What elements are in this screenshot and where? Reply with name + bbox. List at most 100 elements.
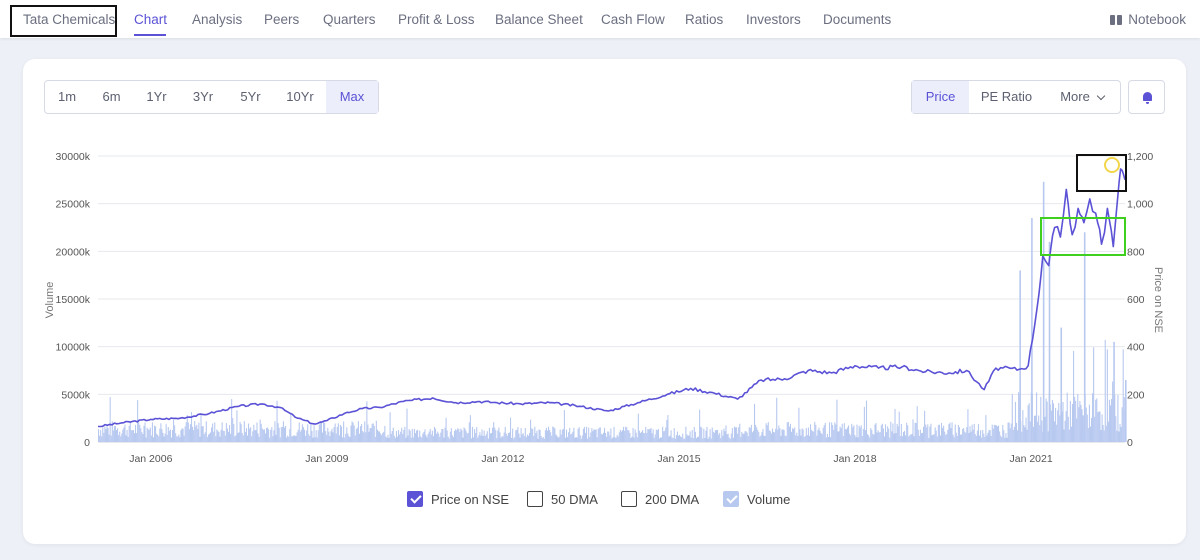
volume-bar: [1115, 416, 1117, 442]
legend-volume[interactable]: Volume: [723, 490, 790, 508]
tab-investors[interactable]: Investors: [746, 12, 801, 27]
volume-bar: [189, 424, 192, 442]
more-dropdown-button[interactable]: More: [1044, 81, 1120, 113]
volume-bar: [905, 435, 907, 442]
range-1m-button[interactable]: 1m: [57, 89, 77, 104]
volume-bar: [950, 428, 952, 442]
legend-200dma[interactable]: 200 DMA: [621, 490, 699, 508]
notebook-label: Notebook: [1128, 12, 1186, 27]
volume-bar: [734, 427, 737, 442]
volume-bar: [1050, 410, 1052, 442]
volume-bar: [1022, 410, 1024, 442]
volume-bar: [1058, 402, 1060, 442]
tab-quarters[interactable]: Quarters: [323, 12, 376, 27]
volume-bar: [610, 428, 612, 442]
volume-bar: [117, 428, 119, 442]
tab-peers[interactable]: Peers: [264, 12, 300, 27]
volume-bar: [386, 437, 388, 442]
range-1yr-button[interactable]: 1Yr: [146, 89, 167, 104]
tab-balance-sheet[interactable]: Balance Sheet: [495, 12, 583, 27]
legend-200dma-label: 200 DMA: [645, 491, 700, 507]
volume-bar: [1067, 416, 1069, 442]
volume-bar: [936, 436, 938, 442]
volume-bar: [388, 437, 390, 442]
volume-bar: [327, 427, 329, 442]
volume-bar: [648, 429, 650, 442]
notebook-link[interactable]: Notebook: [1110, 12, 1186, 27]
volume-bar: [863, 406, 865, 442]
volume-bar: [224, 435, 226, 442]
volume-bar: [867, 434, 869, 442]
range-6m-button[interactable]: 6m: [102, 89, 121, 104]
volume-bar: [509, 417, 512, 442]
range-10yr-button[interactable]: 10Yr: [286, 89, 314, 104]
volume-bar: [1031, 217, 1033, 442]
volume-bar: [686, 434, 688, 442]
volume-bar: [987, 432, 989, 442]
volume-bar: [433, 426, 436, 442]
volume-bar: [136, 433, 138, 442]
volume-bar: [578, 427, 580, 442]
legend-50dma[interactable]: 50 DMA: [527, 490, 598, 508]
volume-bar: [1052, 403, 1055, 442]
volume-bar: [702, 438, 704, 442]
volume-bar: [418, 437, 420, 442]
tab-profit-loss[interactable]: Profit & Loss: [398, 12, 475, 27]
range-max-button[interactable]: Max: [326, 81, 378, 113]
legend-price[interactable]: Price on NSE: [407, 490, 509, 508]
volume-bar: [954, 424, 956, 442]
bell-icon: [1143, 92, 1152, 104]
volume-bar: [1109, 405, 1112, 442]
tab-cash-flow[interactable]: Cash Flow: [601, 12, 665, 27]
volume-bar: [806, 435, 808, 442]
volume-bar: [949, 422, 951, 442]
volume-bar: [919, 429, 921, 442]
volume-bar: [196, 424, 198, 442]
volume-bar: [347, 433, 349, 442]
volume-bar: [916, 406, 918, 442]
volume-bar: [361, 424, 363, 442]
volume-bar: [825, 437, 827, 442]
alert-button[interactable]: [1128, 80, 1165, 114]
volume-bar: [978, 435, 981, 442]
volume-bar: [177, 436, 179, 442]
volume-bar: [563, 410, 565, 442]
volume-bar: [956, 435, 958, 442]
volume-bar: [1033, 415, 1036, 442]
volume-bar: [980, 430, 982, 442]
range-5yr-button[interactable]: 5Yr: [240, 89, 261, 104]
volume-bar: [1118, 431, 1120, 442]
price-mode-button[interactable]: Price: [912, 81, 969, 113]
y-left-tick-label: 5000k: [61, 389, 90, 401]
tab-documents[interactable]: Documents: [823, 12, 892, 27]
volume-bar: [292, 436, 294, 442]
volume-bar: [305, 435, 307, 442]
dma50-checkbox[interactable]: [527, 491, 543, 507]
tab-chart[interactable]: Chart: [134, 12, 168, 27]
volume-bar: [845, 429, 847, 442]
company-name-link[interactable]: Tata Chemicals: [23, 12, 116, 27]
range-3yr-button[interactable]: 3Yr: [192, 89, 214, 104]
chart-axes: 0 5000k 10000k 15000k 20000k 25000k 30000k 0 200…: [44, 151, 1164, 465]
volume-bar: [947, 429, 949, 442]
volume-bar: [891, 431, 893, 442]
volume-bar: [359, 426, 362, 442]
volume-bar: [1081, 409, 1083, 442]
volume-bar: [422, 433, 424, 442]
tab-ratios[interactable]: Ratios: [685, 12, 724, 27]
volume-bar: [505, 433, 507, 442]
volume-bar: [992, 428, 994, 442]
volume-bar: [652, 429, 654, 442]
volume-bar: [260, 423, 262, 442]
price-checkbox[interactable]: [407, 491, 423, 507]
tab-analysis[interactable]: Analysis: [192, 12, 243, 27]
volume-bar: [626, 427, 628, 442]
volume-bar: [817, 430, 819, 442]
pe-ratio-mode-button[interactable]: PE Ratio: [980, 89, 1033, 104]
volume-bar: [525, 437, 527, 442]
volume-bar: [488, 427, 490, 442]
volume-checkbox[interactable]: [723, 491, 739, 507]
dma200-checkbox[interactable]: [621, 491, 637, 507]
y-right-axis-title: Price on NSE: [1152, 267, 1164, 333]
volume-bar: [227, 431, 230, 442]
